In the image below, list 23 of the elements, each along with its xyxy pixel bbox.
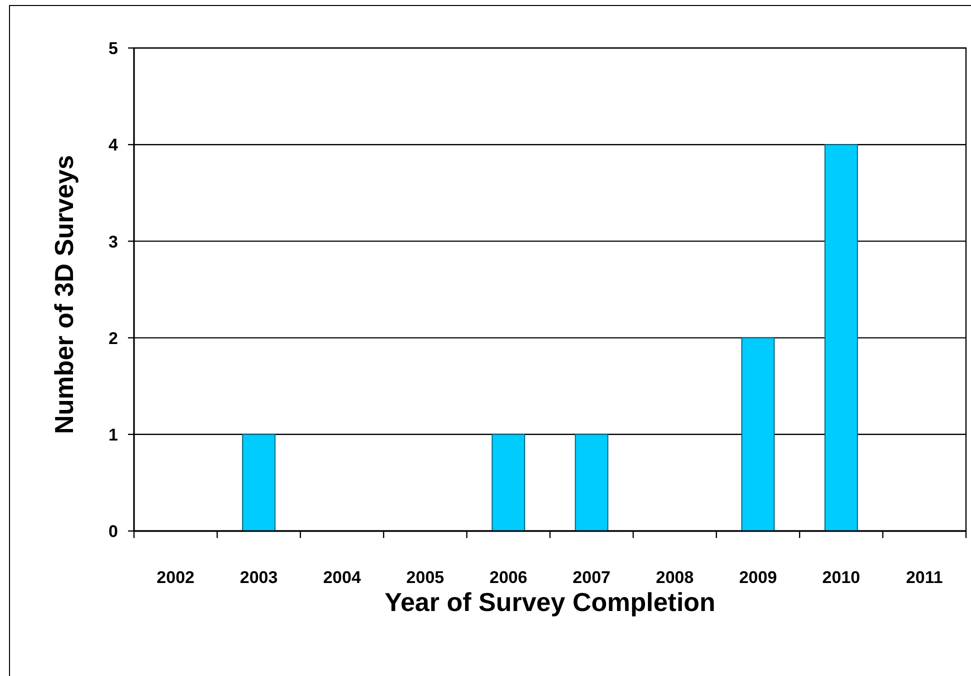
x-tick-label: 2009 bbox=[739, 568, 777, 587]
x-tick-label: 2003 bbox=[240, 568, 278, 587]
y-axis-title: Number of 3D Surveys bbox=[49, 155, 79, 434]
y-tick-label: 5 bbox=[108, 39, 118, 58]
x-tick-label: 2011 bbox=[906, 568, 943, 587]
bar bbox=[741, 337, 775, 532]
x-tick-label: 2007 bbox=[572, 568, 611, 587]
y-tick-label: 3 bbox=[108, 232, 118, 252]
bar bbox=[242, 434, 276, 532]
y-tick-label: 2 bbox=[108, 328, 118, 348]
x-tick-label: 2002 bbox=[156, 568, 195, 587]
x-tick-label: 2006 bbox=[489, 568, 528, 587]
bar bbox=[492, 434, 526, 532]
x-tick-label: 2008 bbox=[656, 568, 694, 587]
x-tick-label: 2005 bbox=[406, 568, 444, 587]
x-axis-title: Year of Survey Completion bbox=[384, 587, 716, 617]
bar bbox=[574, 434, 608, 532]
y-tick-label: 4 bbox=[108, 136, 119, 155]
y-tick-label: 0 bbox=[108, 522, 118, 542]
x-tick-label: 2010 bbox=[822, 568, 860, 587]
x-tick-label: 2004 bbox=[323, 568, 362, 587]
bar bbox=[824, 144, 858, 532]
y-tick-label: 1 bbox=[108, 426, 118, 445]
